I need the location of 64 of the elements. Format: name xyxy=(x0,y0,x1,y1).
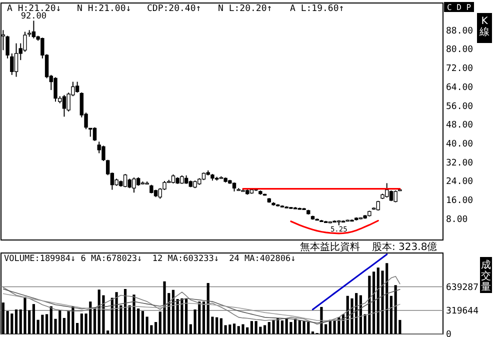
bar xyxy=(242,324,244,334)
bar xyxy=(172,290,175,334)
bar xyxy=(250,321,253,334)
bar xyxy=(368,276,371,334)
bar xyxy=(115,292,118,334)
bar xyxy=(180,298,184,334)
bar xyxy=(76,322,79,334)
bar xyxy=(272,320,275,334)
annotation: CDP:20.40↑ xyxy=(147,4,202,14)
bar xyxy=(163,281,166,334)
bar xyxy=(254,321,258,334)
y-tick-label: 56.00 xyxy=(446,102,474,112)
y-tick-label: 48.00 xyxy=(446,120,474,131)
bar xyxy=(202,302,206,334)
bar xyxy=(93,308,96,334)
y-tick-label: 319644 xyxy=(446,306,479,317)
bar xyxy=(32,304,35,334)
bar xyxy=(14,309,18,334)
bar xyxy=(311,331,314,334)
bar xyxy=(62,318,66,334)
bar xyxy=(372,272,376,334)
y-tick-label: 24.00 xyxy=(446,177,474,188)
annotation: N H:21.00↓ xyxy=(77,4,132,14)
bar xyxy=(176,299,179,334)
annotation: N L:20.20↑ xyxy=(218,4,272,14)
bar xyxy=(45,314,48,334)
bar xyxy=(320,306,323,334)
bar xyxy=(280,320,284,334)
bar xyxy=(24,296,26,334)
bar xyxy=(154,322,158,334)
text: 無本益比資料 xyxy=(300,241,360,253)
bar xyxy=(146,316,148,334)
y-axis-title: C D P xyxy=(446,3,472,12)
bar xyxy=(124,288,127,334)
y-tick-label: 8.00 xyxy=(446,214,468,225)
bar xyxy=(263,325,266,334)
bar xyxy=(41,314,44,334)
bar xyxy=(132,294,136,334)
y-tick-label: 40.00 xyxy=(446,140,474,150)
text: K線 xyxy=(478,16,490,38)
bar xyxy=(285,318,288,334)
line-series xyxy=(312,254,388,310)
line-series xyxy=(290,220,379,234)
y-tick-label: 0 xyxy=(446,330,452,337)
bar xyxy=(394,285,397,334)
chart-title: VOLUME:189984↓ 6 MA:678023↓ 12 MA:603233↓ 24 MA:402806↓ xyxy=(4,254,296,264)
bar xyxy=(302,321,306,334)
bar xyxy=(390,296,393,334)
y-tick-label: 32.00 xyxy=(446,158,474,168)
bar xyxy=(141,311,144,334)
bar xyxy=(232,324,236,334)
y-tick-label: 72.00 xyxy=(446,64,474,74)
y-tick-label: 16.00 xyxy=(446,196,474,206)
y-tick-label: 64.00 xyxy=(446,82,474,93)
bar xyxy=(185,299,188,334)
text: 股本: 323.8億 xyxy=(372,241,438,253)
y-axis-title: 成交量 xyxy=(481,259,491,293)
bar xyxy=(333,320,336,334)
annotation: A L:19.60↑ xyxy=(290,4,344,14)
y-tick-label: 80.00 xyxy=(446,45,474,56)
annotation: 92.00 xyxy=(20,12,46,22)
bar xyxy=(290,322,292,334)
y-tick-label: 639287 xyxy=(446,282,479,293)
y-tick-label: 88.00 xyxy=(446,26,474,36)
